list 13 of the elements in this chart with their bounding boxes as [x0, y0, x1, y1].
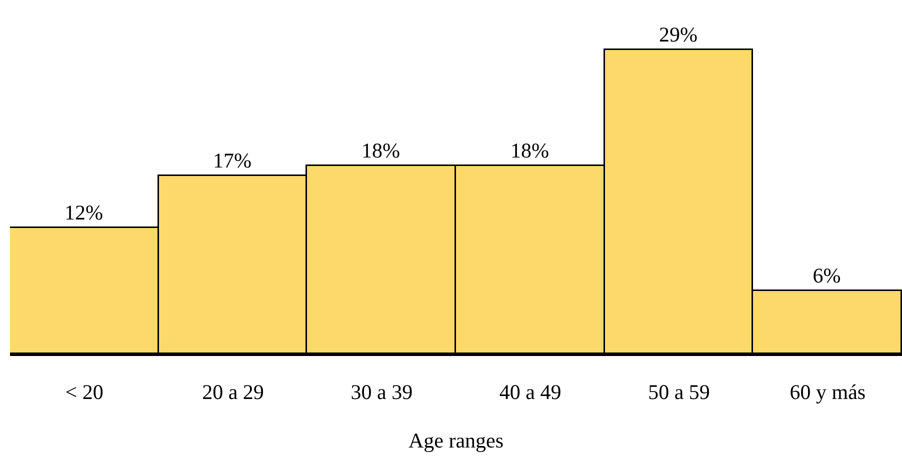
x-tick-label: 40 a 49 — [499, 380, 562, 404]
data-label: 6% — [812, 263, 841, 288]
x-tick-label: 30 a 39 — [350, 380, 413, 404]
data-label: 29% — [659, 22, 698, 46]
data-label: 18% — [510, 138, 549, 162]
x-tick-label: 50 a 59 — [648, 380, 710, 404]
x-tick-label: < 20 — [65, 380, 104, 404]
data-label: 18% — [362, 138, 400, 162]
data-label: 17% — [213, 148, 252, 172]
data-label: 12% — [64, 200, 103, 224]
x-tick-label: 20 a 29 — [202, 380, 264, 404]
x-axis-title: Age ranges — [408, 428, 504, 453]
x-tick-label: 60 y más — [790, 380, 866, 404]
